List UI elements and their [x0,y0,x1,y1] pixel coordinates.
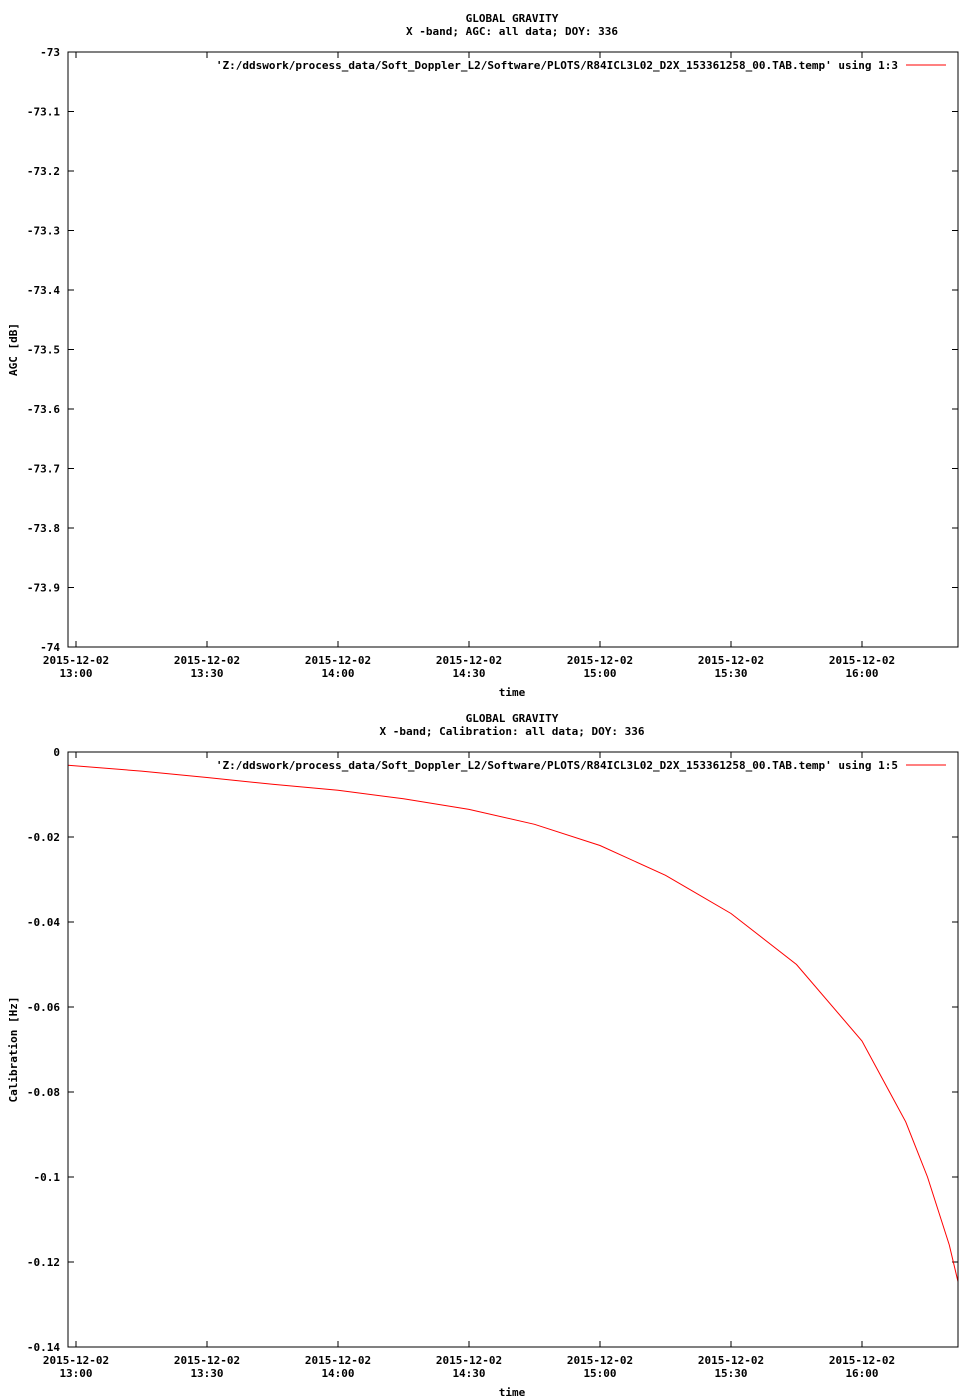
chart2-xtick-time: 13:00 [59,1367,92,1380]
chart1-xtick-date: 2015-12-02 [305,654,371,667]
chart1-xtick-time: 16:00 [845,667,878,680]
chart2-xlabel: time [499,1386,526,1399]
chart2-xtick-time: 15:30 [714,1367,747,1380]
chart2-xtick-date: 2015-12-02 [174,1354,240,1367]
chart2-xtick-date: 2015-12-02 [43,1354,109,1367]
chart1-plot-frame [67,51,959,648]
chart2-xtick-date: 2015-12-02 [436,1354,502,1367]
chart2-subtitle: X -band; Calibration: all data; DOY: 336 [380,725,645,738]
chart2-xtick-time: 13:30 [190,1367,223,1380]
chart2-ytick-label: -0.1 [34,1171,61,1184]
chart1-xtick-date: 2015-12-02 [567,654,633,667]
chart2-ytick-label: -0.02 [27,831,60,844]
chart2-xtick-date: 2015-12-02 [305,1354,371,1367]
chart1-title: GLOBAL GRAVITY [466,12,559,25]
chart1-xtick-date: 2015-12-02 [698,654,764,667]
chart1-xtick-date: 2015-12-02 [43,654,109,667]
chart2-ytick-label: -0.14 [27,1341,60,1354]
chart2-xtick-time: 14:30 [452,1367,485,1380]
chart1-ylabel: AGC [dB] [7,323,20,376]
chart2-ylabel: Calibration [Hz] [7,997,20,1103]
chart1-subtitle: X -band; AGC: all data; DOY: 336 [406,25,618,38]
chart2-xtick-time: 14:00 [321,1367,354,1380]
chart1-xtick-time: 14:00 [321,667,354,680]
chart1-legend-label: 'Z:/ddswork/process_data/Soft_Doppler_L2… [216,59,898,72]
chart2-legend-label: 'Z:/ddswork/process_data/Soft_Doppler_L2… [216,759,898,772]
chart2-ytick-label: -0.04 [27,916,60,929]
chart1-ytick-label: -73.5 [27,344,60,357]
chart1-ytick-label: -74 [40,641,60,654]
chart2-series-line [68,764,958,1284]
chart2-ytick-label: -0.12 [27,1256,60,1269]
chart2-ytick-label: -0.08 [27,1086,60,1099]
chart2-xtick-time: 15:00 [583,1367,616,1380]
chart1-xtick-time: 13:00 [59,667,92,680]
chart1-ytick-label: -73.1 [27,106,60,119]
chart1-ytick-label: -73.8 [27,522,60,535]
chart1-xtick-date: 2015-12-02 [829,654,895,667]
chart2-xtick-time: 16:00 [845,1367,878,1380]
chart2-xtick-date: 2015-12-02 [698,1354,764,1367]
chart1-xtick-time: 13:30 [190,667,223,680]
chart2-title: GLOBAL GRAVITY [466,712,559,725]
chart1-xlabel: time [499,686,526,699]
chart1-ytick-label: -73.7 [27,463,60,476]
chart2-ytick-label: -0.06 [27,1001,60,1014]
chart1-ytick-label: -73.4 [27,284,60,297]
chart1-ytick-label: -73.6 [27,403,60,416]
chart2-plot-frame [67,751,959,1348]
chart2-ytick-label: 0 [53,746,60,759]
chart1-ytick-label: -73.2 [27,165,60,178]
chart1-xtick-time: 15:30 [714,667,747,680]
chart1-xtick-date: 2015-12-02 [436,654,502,667]
chart1-xtick-time: 14:30 [452,667,485,680]
chart1-ytick-label: -73.9 [27,582,60,595]
chart1-xtick-time: 15:00 [583,667,616,680]
chart2-xtick-date: 2015-12-02 [829,1354,895,1367]
chart1-ytick-label: -73.3 [27,225,60,238]
chart2-xtick-date: 2015-12-02 [567,1354,633,1367]
chart1-xtick-date: 2015-12-02 [174,654,240,667]
chart1-ytick-label: -73 [40,46,60,59]
